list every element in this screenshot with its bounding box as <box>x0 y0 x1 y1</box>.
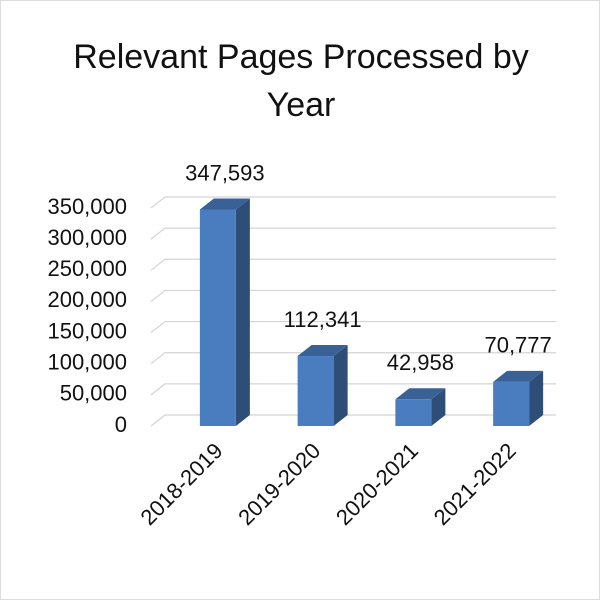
bar-side <box>431 388 446 426</box>
bar-top <box>297 345 348 357</box>
data-label: 42,958 <box>387 350 454 375</box>
grid-line <box>150 289 556 302</box>
y-tick-label: 250,000 <box>47 256 127 281</box>
bar-side <box>333 345 348 426</box>
y-tick-label: 0 <box>115 412 127 437</box>
x-tick-label: 2021-2022 <box>429 438 521 530</box>
bar <box>493 381 530 426</box>
grid-line <box>150 320 556 334</box>
grid-line <box>150 258 556 271</box>
chart-title: Relevant Pages Processed by Year <box>73 38 529 124</box>
y-tick-label: 350,000 <box>47 194 127 219</box>
x-tick-label: 2020-2021 <box>331 438 423 530</box>
y-tick-label: 50,000 <box>60 381 127 406</box>
bar <box>395 399 432 426</box>
data-label: 347,593 <box>185 160 265 185</box>
grid-line <box>150 196 556 209</box>
bar <box>297 356 334 426</box>
x-tick-label: 2019-2020 <box>233 438 325 530</box>
y-tick-label: 150,000 <box>47 318 127 343</box>
grid-line <box>150 352 556 365</box>
grid-line <box>150 383 556 396</box>
x-tick-label: 2018-2019 <box>135 438 227 530</box>
bar-side <box>235 198 250 426</box>
y-tick-label: 200,000 <box>47 287 127 312</box>
bar <box>199 209 236 426</box>
bar-top <box>199 198 250 210</box>
y-tick-label: 300,000 <box>47 225 127 250</box>
grid-line <box>150 227 556 240</box>
bar-side <box>529 370 544 426</box>
data-label: 112,341 <box>284 307 362 332</box>
bar-top <box>493 370 544 382</box>
bar-top <box>395 388 446 400</box>
y-tick-label: 100,000 <box>47 350 127 375</box>
data-label: 70,777 <box>484 333 551 358</box>
